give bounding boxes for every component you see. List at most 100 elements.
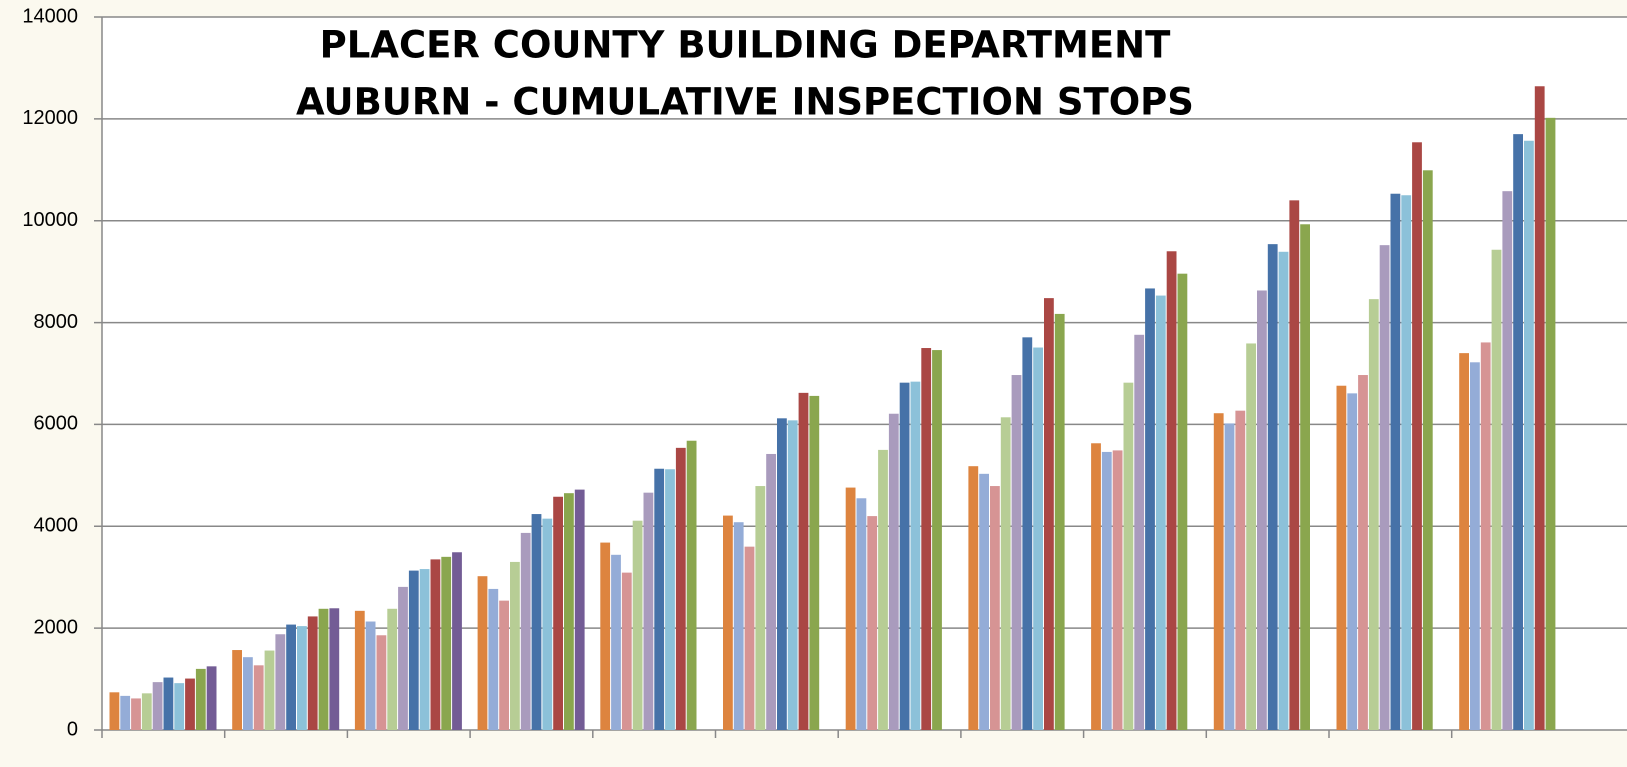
bar	[611, 554, 621, 730]
chart-subtitle: AUBURN - CUMULATIVE INSPECTION STOPS	[296, 81, 1194, 124]
bar	[932, 350, 942, 730]
bar	[1101, 451, 1112, 730]
bar	[1513, 134, 1523, 730]
bar	[510, 561, 520, 730]
bar	[1412, 142, 1422, 730]
bar	[1033, 347, 1043, 730]
bar	[787, 420, 798, 730]
bar	[206, 666, 217, 730]
bar	[777, 418, 787, 730]
bar	[152, 682, 163, 730]
bar	[286, 624, 296, 730]
bar	[398, 586, 408, 730]
bar	[755, 486, 766, 730]
bar	[621, 572, 632, 730]
bar	[809, 395, 820, 730]
y-tick-label: 12000	[22, 107, 78, 129]
y-tick-label: 8000	[34, 311, 79, 333]
bar	[723, 515, 733, 730]
y-tick-label: 14000	[22, 5, 78, 27]
bar	[1336, 385, 1347, 730]
bar	[632, 520, 643, 730]
bar	[1166, 251, 1177, 730]
bar	[243, 657, 253, 730]
bar	[574, 489, 585, 730]
bar	[1347, 393, 1358, 730]
bar	[564, 493, 574, 730]
bar	[452, 552, 462, 730]
bar	[1000, 417, 1011, 730]
bar	[131, 698, 141, 730]
bar	[1112, 450, 1123, 730]
bar	[408, 570, 419, 730]
bar	[1257, 290, 1267, 730]
bar	[1054, 313, 1065, 730]
y-tick-label: 10000	[22, 209, 78, 231]
bar	[1358, 375, 1368, 730]
bar	[264, 650, 275, 730]
bar	[867, 516, 878, 730]
bar	[253, 665, 264, 730]
bar	[1401, 195, 1412, 730]
bar	[1480, 342, 1491, 730]
bar	[845, 487, 856, 730]
bar	[109, 692, 120, 730]
bar	[174, 683, 185, 730]
bar	[1177, 273, 1188, 730]
bar	[968, 466, 979, 730]
bar	[1134, 334, 1145, 730]
bar	[921, 348, 932, 730]
bar	[531, 514, 542, 730]
bar	[856, 498, 867, 730]
bar	[766, 453, 776, 730]
bar	[1491, 249, 1502, 730]
bar	[1235, 410, 1246, 730]
bar	[1470, 362, 1480, 730]
bar	[520, 532, 531, 730]
bar	[654, 468, 665, 730]
y-tick-label: 2000	[34, 616, 79, 638]
bar	[798, 392, 809, 730]
bar	[888, 413, 899, 730]
bar	[141, 693, 152, 730]
bar	[297, 626, 307, 730]
bar	[1145, 288, 1155, 730]
y-tick-label: 6000	[34, 413, 79, 435]
bar	[1022, 337, 1033, 730]
bar	[1246, 343, 1256, 730]
bar	[499, 600, 509, 730]
bar	[1390, 193, 1401, 730]
bar	[1091, 443, 1101, 730]
bar	[1534, 86, 1545, 730]
y-tick-label: 0	[67, 718, 78, 740]
bar	[488, 588, 499, 730]
bar	[1379, 245, 1390, 730]
bar	[329, 608, 340, 730]
bar	[542, 518, 553, 730]
bar	[1155, 295, 1166, 730]
bar	[553, 496, 563, 730]
bar	[910, 381, 921, 730]
bar	[387, 608, 398, 730]
bar	[1224, 423, 1235, 730]
bar	[1300, 224, 1310, 730]
bar	[1545, 117, 1556, 731]
bar	[979, 473, 989, 730]
bar	[686, 440, 697, 730]
bar	[163, 677, 174, 730]
bar	[120, 695, 131, 730]
bar	[195, 668, 206, 730]
bar	[1422, 170, 1433, 731]
bar	[232, 650, 242, 730]
y-tick-label: 4000	[34, 515, 79, 537]
bar	[1368, 299, 1379, 730]
bar	[1502, 191, 1513, 730]
bar	[1213, 413, 1224, 730]
bar	[990, 486, 1000, 730]
bar	[899, 382, 910, 730]
bar	[307, 616, 318, 730]
bar	[733, 522, 744, 730]
bar	[430, 559, 441, 730]
bar	[665, 469, 675, 730]
